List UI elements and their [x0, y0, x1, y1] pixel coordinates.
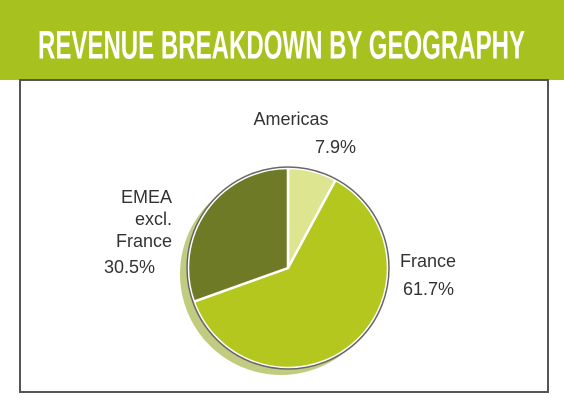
label-name: Americas [253, 109, 329, 129]
frame [19, 79, 549, 393]
label-value: 7.9% [314, 137, 356, 157]
chart-title: REVENUE BREAKDOWN BY GEOGRAPHY [38, 24, 525, 68]
label-name: EMEA excl. France [115, 187, 172, 251]
pie-slice [186, 166, 290, 304]
pie [186, 166, 390, 370]
label-name: France [400, 251, 457, 271]
label-value: 61.7% [403, 279, 455, 299]
label-value: 30.5% [104, 257, 156, 277]
pie-slice [192, 178, 390, 370]
pie-outline [186, 166, 390, 370]
header-band [0, 0, 564, 80]
